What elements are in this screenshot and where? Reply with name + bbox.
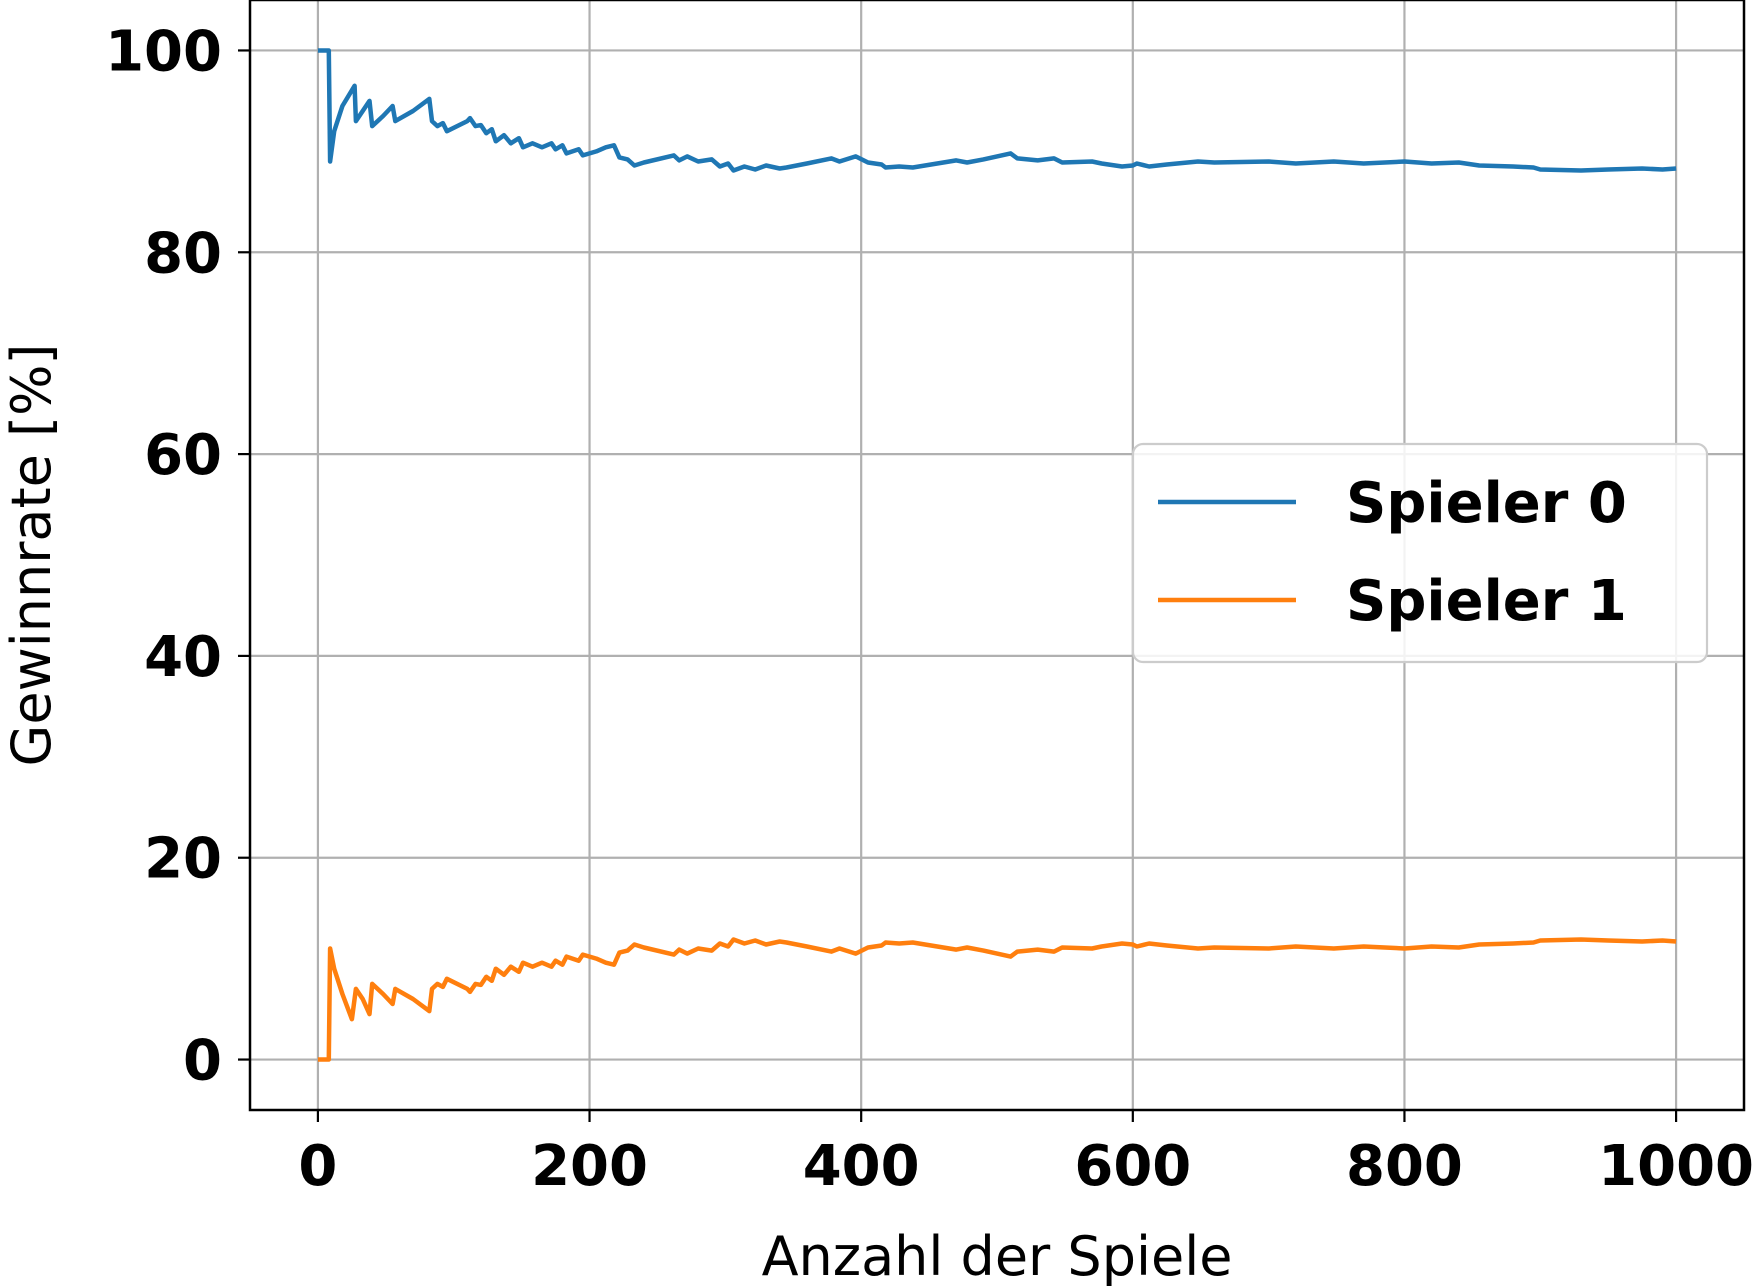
legend: Spieler 0 Spieler 1 xyxy=(1131,442,1709,664)
legend-label-spieler-0: Spieler 0 xyxy=(1346,471,1627,536)
series-line-spieler-1 xyxy=(317,937,1677,1062)
x-tick-label: 800 xyxy=(1346,1134,1463,1199)
y-tick-label: 100 xyxy=(105,19,222,84)
y-tick-label: 80 xyxy=(144,221,222,286)
x-tick-label: 600 xyxy=(1074,1134,1191,1199)
plot-frame xyxy=(248,0,1746,1112)
x-axis-label: Anzahl der Spiele xyxy=(762,1225,1233,1286)
y-axis-label: Gewinnrate [%] xyxy=(0,344,63,767)
legend-label-spieler-1: Spieler 1 xyxy=(1346,569,1627,634)
series-line-spieler-0 xyxy=(317,48,1677,173)
ticks: 0 200 400 600 800 1000 0 20 40 60 80 100 xyxy=(105,19,1754,1199)
x-tick-label: 1000 xyxy=(1598,1134,1754,1199)
x-tick-label: 200 xyxy=(531,1134,648,1199)
x-tick-label: 0 xyxy=(298,1134,337,1199)
y-tick-label: 0 xyxy=(183,1029,222,1094)
y-tick-label: 60 xyxy=(144,423,222,488)
series-lines xyxy=(317,48,1677,1062)
y-tick-label: 20 xyxy=(144,827,222,892)
legend-box xyxy=(1131,442,1709,664)
x-tick-label: 400 xyxy=(803,1134,920,1199)
y-tick-label: 40 xyxy=(144,625,222,690)
